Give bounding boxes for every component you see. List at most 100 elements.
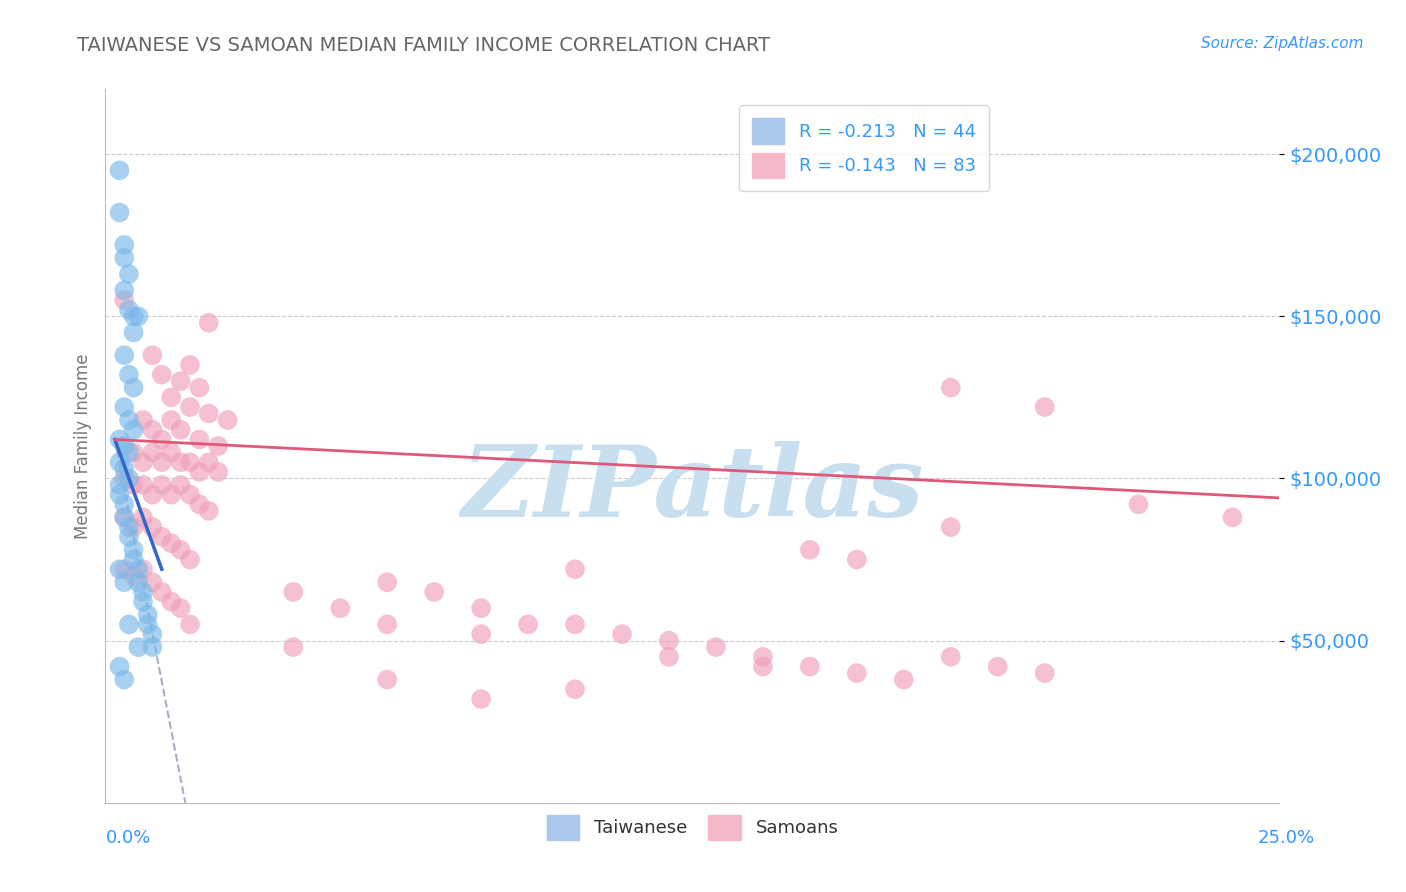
Point [564,617,586,632]
Point [132,455,155,469]
Point [375,575,398,590]
Point [112,400,135,414]
Point [160,536,183,550]
Point [169,455,191,469]
Point [112,510,135,524]
Point [188,465,211,479]
Point [118,530,141,544]
Point [136,617,159,632]
Point [122,542,145,557]
Point [112,251,135,265]
Point [150,585,173,599]
Point [141,640,163,654]
Point [141,423,163,437]
Point [169,542,191,557]
Point [112,283,135,297]
Point [283,640,305,654]
Point [179,552,201,566]
Point [118,368,141,382]
Point [939,649,962,664]
Point [160,390,183,404]
Point [517,617,540,632]
Point [122,568,145,582]
Point [752,659,775,673]
Point [122,520,145,534]
Point [150,433,173,447]
Point [127,640,149,654]
Point [112,293,135,307]
Point [375,617,398,632]
Point [160,488,183,502]
Point [179,488,201,502]
Point [799,659,821,673]
Point [207,465,229,479]
Point [179,617,201,632]
Point [845,666,868,681]
Point [470,601,492,615]
Point [118,267,141,281]
Point [470,692,492,706]
Point [217,413,239,427]
Point [112,575,135,590]
Point [118,617,141,632]
Point [169,423,191,437]
Point [132,585,155,599]
Point [112,439,135,453]
Legend: Taiwanese, Samoans: Taiwanese, Samoans [540,807,845,847]
Point [658,649,681,664]
Point [122,478,145,492]
Text: 25.0%: 25.0% [1257,829,1315,847]
Point [122,445,145,459]
Point [188,381,211,395]
Point [118,471,141,485]
Point [704,640,727,654]
Point [169,478,191,492]
Point [1033,666,1056,681]
Point [108,478,131,492]
Point [141,627,163,641]
Point [150,368,173,382]
Point [150,530,173,544]
Point [375,673,398,687]
Point [112,497,135,511]
Text: 0.0%: 0.0% [105,829,150,847]
Point [188,433,211,447]
Point [112,673,135,687]
Point [423,585,446,599]
Point [1128,497,1150,511]
Point [160,413,183,427]
Point [197,316,219,330]
Point [122,381,145,395]
Point [108,562,131,576]
Point [112,238,135,252]
Point [141,445,163,459]
Point [564,562,586,576]
Point [188,497,211,511]
Point [207,439,229,453]
Point [127,310,149,324]
Point [122,326,145,340]
Point [1033,400,1056,414]
Point [112,471,135,485]
Point [329,601,352,615]
Point [108,433,131,447]
Point [799,542,821,557]
Point [132,510,155,524]
Point [752,649,775,664]
Point [939,381,962,395]
Point [132,562,155,576]
Point [197,455,219,469]
Point [283,585,305,599]
Point [118,302,141,317]
Point [112,461,135,475]
Point [179,455,201,469]
Point [939,520,962,534]
Point [150,478,173,492]
Point [197,407,219,421]
Text: Source: ZipAtlas.com: Source: ZipAtlas.com [1201,36,1364,51]
Point [179,400,201,414]
Text: ZIPatlas: ZIPatlas [461,441,924,537]
Point [141,488,163,502]
Point [136,607,159,622]
Point [197,504,219,518]
